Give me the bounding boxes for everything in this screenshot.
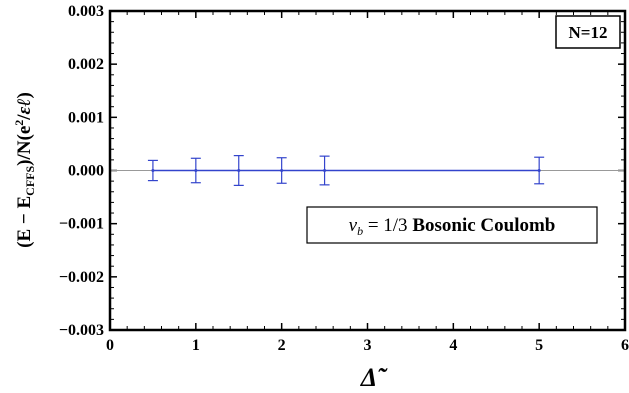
plot-frame [108, 9, 627, 332]
ylabel-part2: )/N(e [14, 126, 35, 166]
ticks-layer: 0 1 2 3 4 5 6 0.003 0.002 0.001 0.000 −0.001 −0.002 −… [59, 3, 629, 354]
ylabel-part5: ) [14, 92, 35, 98]
x-tick-label: 6 [621, 337, 629, 354]
annotation-sub: b [357, 224, 363, 238]
y-tick-label: 0.000 [68, 163, 104, 180]
x-tick-label: 1 [192, 337, 200, 354]
n-label: N=12 [569, 23, 608, 42]
annotation-bold: Bosonic Coulomb [412, 215, 555, 236]
data-point [323, 169, 327, 172]
x-tick-label: 3 [364, 337, 372, 354]
data-point [237, 169, 241, 172]
ylabel-part3: / [14, 114, 35, 121]
ylabel-sup: 2 [12, 120, 26, 126]
y-tick-label: −0.002 [59, 269, 104, 286]
ylabel-part4: εℓ [14, 99, 35, 115]
annotation-nu: ν [349, 215, 358, 236]
series-layer [147, 155, 545, 186]
y-axis-label: (E − ECFFS)/N(e2/εℓ) [12, 92, 37, 248]
ylabel-part1: (E − E [14, 196, 35, 248]
n-label-frame [555, 15, 621, 49]
y-tick-label: 0.001 [68, 109, 104, 126]
y-tick-label: 0.002 [68, 56, 104, 73]
annotation-box: νb = 1/3 Bosonic Coulomb [306, 206, 598, 244]
n-label-box: N=12 [555, 15, 621, 49]
data-point [280, 169, 284, 172]
data-point [537, 169, 541, 172]
x-tick-label: 5 [535, 337, 543, 354]
x-tick-label: 4 [449, 337, 457, 354]
annotation-text: νb = 1/3 Bosonic Coulomb [349, 215, 556, 238]
y-tick-label: 0.003 [68, 3, 104, 20]
x-tick-label: 2 [278, 337, 286, 354]
annotation-eq: = 1/3 [363, 215, 412, 236]
data-point [194, 169, 198, 172]
x-tick-label: 0 [106, 337, 114, 354]
x-axis-label: Δ̃ [360, 363, 388, 392]
data-point [151, 169, 155, 172]
annotation-frame [306, 206, 598, 244]
y-tick-label: −0.003 [59, 322, 104, 339]
ylabel-sub: CFFS [23, 165, 37, 195]
y-tick-label: −0.001 [59, 216, 104, 233]
